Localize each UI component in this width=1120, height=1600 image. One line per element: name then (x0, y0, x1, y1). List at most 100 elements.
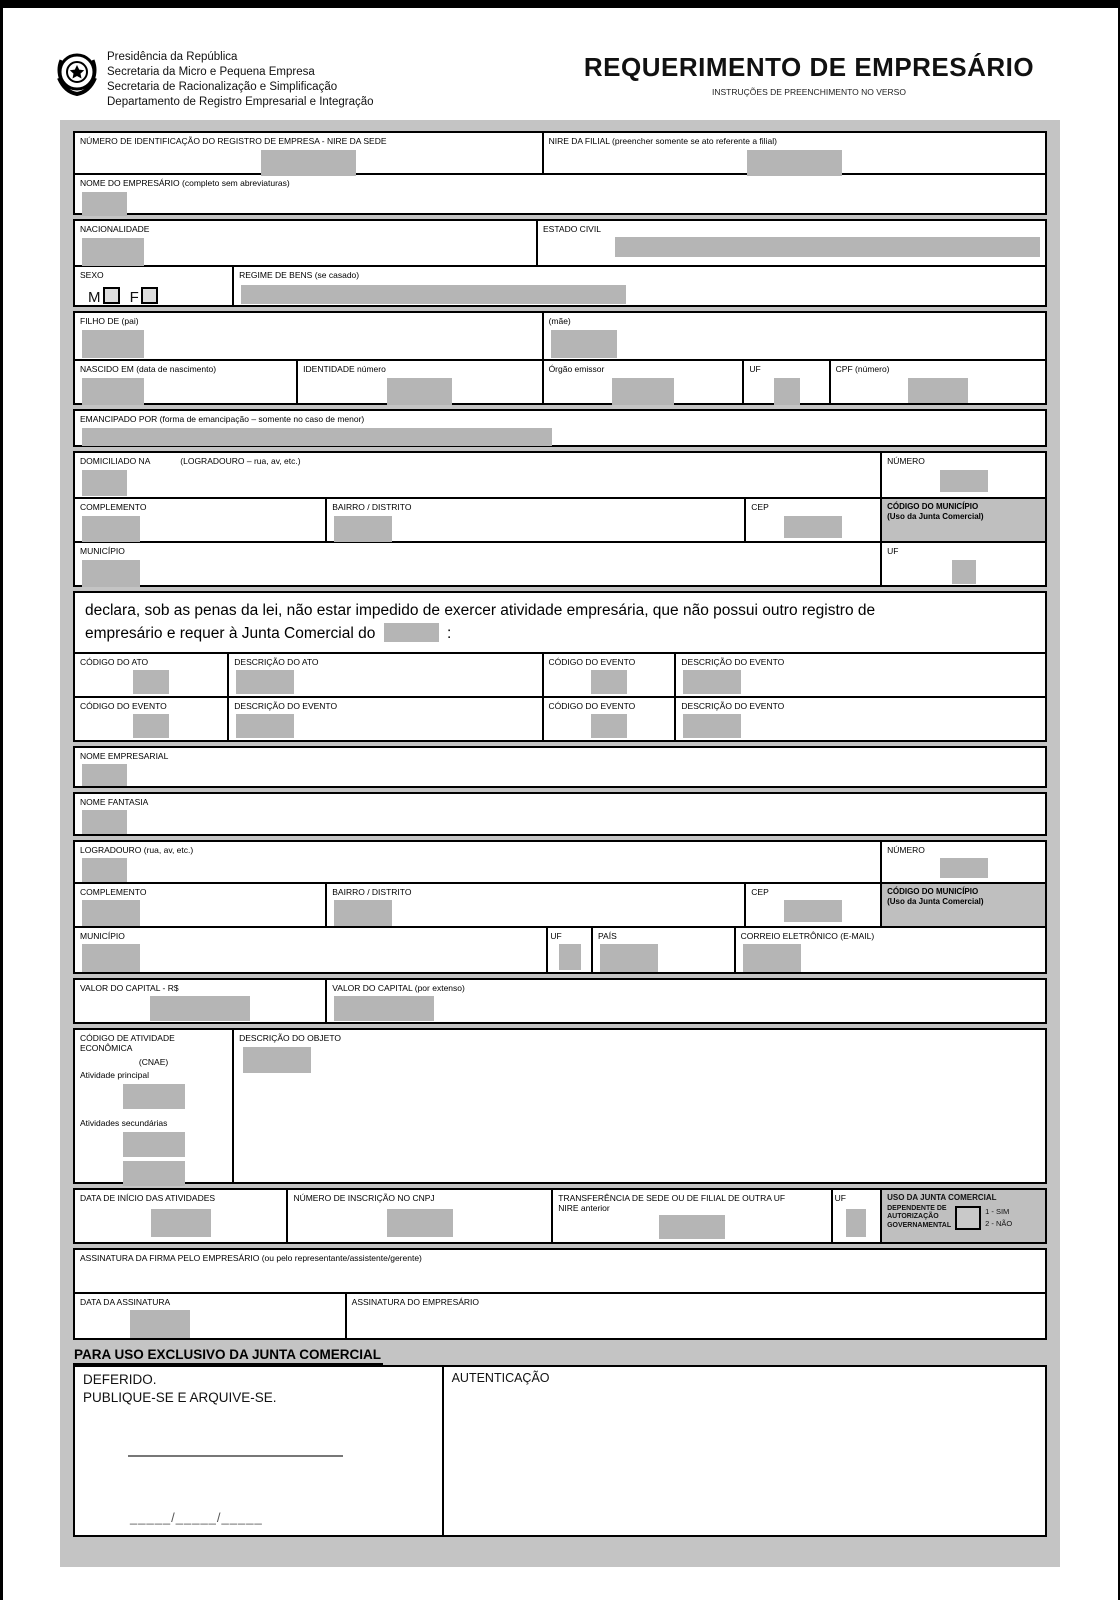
field-label-atividade-principal: Atividade principal (80, 1070, 149, 1081)
field-regime-bens: REGIME DE BENS (se casado) (232, 267, 1045, 305)
field-label-orgao-emissor: Órgão emissor (548, 364, 605, 374)
field-label-codigo-municipio: CÓDIGO DO MUNICÍPIO (887, 502, 979, 511)
redacted-value (907, 377, 968, 403)
redacted-value (82, 377, 144, 405)
field-label-nire-sede: NÚMERO DE IDENTIFICAÇÃO DO REGISTRO DE E… (80, 136, 387, 146)
field-nascido-em: NASCIDO EM (data de nascimento) (75, 361, 296, 405)
field-nome-empresario: NOME DO EMPRESÁRIO (completo sem abrevia… (75, 175, 1045, 216)
checkbox-gov-authorization[interactable] (955, 1205, 982, 1230)
field-label-nacionalidade: NACIONALIDADE (80, 224, 150, 234)
field-label-nire-filial: NIRE DA FILIAL (preencher somente se ato… (548, 136, 777, 146)
section-cnae-objeto: CÓDIGO DE ATIVIDADE ECONÔMICA (CNAE) Ati… (73, 1027, 1047, 1186)
deferido-line2: PUBLIQUE-SE E ARQUIVE-SE. (83, 1389, 277, 1405)
field-label-regime-bens: REGIME DE BENS (se casado) (239, 270, 360, 280)
field-uso-junta-comercial: USO DA JUNTA COMERCIAL DEPENDENTE DE AUT… (880, 1189, 1045, 1242)
field-cnpj: NÚMERO DE INSCRIÇÃO NO CNPJ (286, 1189, 551, 1242)
field-label-municipio: MUNICÍPIO (80, 930, 125, 941)
field-label-pais: PAÍS (598, 930, 617, 941)
org-line: Departamento de Registro Empresarial e I… (107, 95, 374, 108)
field-label-cep: CEP (751, 502, 769, 512)
field-municipio-domicilio: MUNICÍPIO (75, 543, 880, 587)
redacted-value (82, 469, 127, 496)
field-codigo-evento-2: CÓDIGO DO EVENTO (75, 698, 227, 740)
redacted-value (150, 996, 251, 1022)
field-codigo-ato: CÓDIGO DO ATO (75, 654, 227, 696)
org-line: Secretaria da Micro e Pequena Empresa (107, 65, 315, 78)
sexo-m-label: M (88, 288, 101, 306)
field-domiciliado-na: DOMICILIADO NA (LOGRADOURO – rua, av, et… (75, 453, 880, 497)
field-label-descricao-objeto: DESCRIÇÃO DO OBJETO (239, 1032, 341, 1043)
declaration-colon: : (446, 625, 452, 643)
section-declaracao-atos: declara, sob as penas da lei, não estar … (73, 591, 1047, 742)
redacted-value (82, 764, 127, 787)
field-label-codigo-evento: CÓDIGO DO EVENTO (80, 700, 167, 711)
page-title: REQUERIMENTO DE EMPRESÁRIO (583, 52, 1035, 82)
field-cep-domicilio: CEP (744, 499, 880, 541)
redacted-value (130, 1310, 190, 1339)
redacted-value (82, 810, 127, 835)
field-label-complemento: COMPLEMENTO (80, 502, 147, 512)
sexo-f-label: F (129, 288, 139, 306)
field-label-nome-fantasia: NOME FANTASIA (80, 796, 149, 807)
field-descricao-evento-2: DESCRIÇÃO DO EVENTO (227, 697, 541, 740)
redacted-value (939, 469, 988, 492)
redacted-value (846, 1209, 867, 1238)
redacted-value (683, 714, 742, 739)
junta-section-header: PARA USO EXCLUSIVO DA JUNTA COMERCIAL (73, 1346, 384, 1365)
field-uf-domicilio: UF (880, 543, 1045, 585)
field-bairro-domicilio: BAIRRO / DISTRITO (325, 499, 744, 542)
field-label-complemento: COMPLEMENTO (80, 886, 147, 897)
field-orgao-emissor: Órgão emissor (541, 361, 743, 405)
section-emancipado: EMANCIPADO POR (forma de emancipação – s… (73, 409, 1047, 447)
section-nire: NÚMERO DE IDENTIFICAÇÃO DO REGISTRO DE E… (73, 131, 1047, 216)
redacted-value (82, 329, 144, 358)
field-label-logradouro: LOGRADOURO (rua, av, etc.) (80, 844, 194, 855)
deferido-line1: DEFERIDO. (83, 1371, 157, 1387)
redacted-value (746, 149, 842, 176)
field-label-data-inicio: DATA DE INÍCIO DAS ATIVIDADES (80, 1192, 216, 1203)
field-label-codigo-municipio-uso: (Uso da Junta Comercial) (887, 512, 984, 521)
redacted-value (334, 996, 435, 1022)
field-label-numero: NÚMERO (887, 844, 925, 855)
field-logradouro-empresa: LOGRADOURO (rua, av, etc.) (75, 842, 880, 883)
field-label-transferencia-2: NIRE anterior (558, 1203, 610, 1214)
redacted-value (600, 944, 659, 973)
field-nome-fantasia: NOME FANTASIA (75, 794, 1045, 835)
option-nao-label: 2 - NÃO (985, 1218, 1013, 1228)
checkbox-female[interactable] (140, 286, 158, 304)
field-label-cpf: CPF (número) (835, 364, 890, 374)
field-label-cnae-2: ECONÔMICA (80, 1043, 133, 1054)
field-label-codigo-evento: CÓDIGO DO EVENTO (548, 700, 636, 711)
field-label-uf: UF (749, 364, 761, 374)
redacted-value (590, 714, 627, 739)
field-label-cnae-1: CÓDIGO DE ATIVIDADE (80, 1032, 175, 1043)
redacted-value (939, 858, 988, 879)
redacted-value (150, 1209, 211, 1238)
redacted-value (386, 1209, 453, 1238)
redacted-value (82, 191, 127, 216)
redacted-value (590, 670, 627, 695)
document-header: Presidência da República Secretaria da M… (55, 48, 374, 110)
coat-of-arms-icon (55, 48, 99, 110)
field-valor-capital-extenso: VALOR DO CAPITAL (por extenso) (325, 979, 1045, 1022)
field-label-cep: CEP (751, 886, 769, 897)
field-uf-transferencia: UF (830, 1189, 880, 1242)
redacted-value (550, 329, 617, 358)
redacted-value (82, 944, 140, 973)
autenticacao-label: AUTENTICAÇÃO (451, 1370, 550, 1385)
section-nome-empresarial: NOME EMPRESARIAL (73, 745, 1047, 788)
page-subtitle: INSTRUÇÕES DE PREENCHIMENTO NO VERSO (712, 87, 906, 97)
redacted-value (122, 1084, 185, 1109)
field-data-inicio: DATA DE INÍCIO DAS ATIVIDADES (75, 1190, 286, 1242)
redacted-value (133, 670, 170, 695)
checkbox-male[interactable] (102, 286, 120, 304)
title-block: REQUERIMENTO DE EMPRESÁRIO INSTRUÇÕES DE… (560, 52, 1058, 97)
field-label-estado-civil: ESTADO CIVIL (543, 224, 601, 234)
redacted-value (742, 944, 801, 973)
field-nire-sede: NÚMERO DE IDENTIFICAÇÃO DO REGISTRO DE E… (75, 133, 542, 176)
section-nacionalidade: NACIONALIDADE ESTADO CIVIL SEXO M F REGI… (73, 219, 1047, 307)
field-nome-empresarial: NOME EMPRESARIAL (75, 748, 1045, 787)
field-codigo-evento-3: CÓDIGO DO EVENTO (541, 697, 675, 740)
field-label-logradouro-hint: (LOGRADOURO – rua, av, etc.) (180, 456, 301, 466)
scan-edge-top (0, 0, 1120, 8)
